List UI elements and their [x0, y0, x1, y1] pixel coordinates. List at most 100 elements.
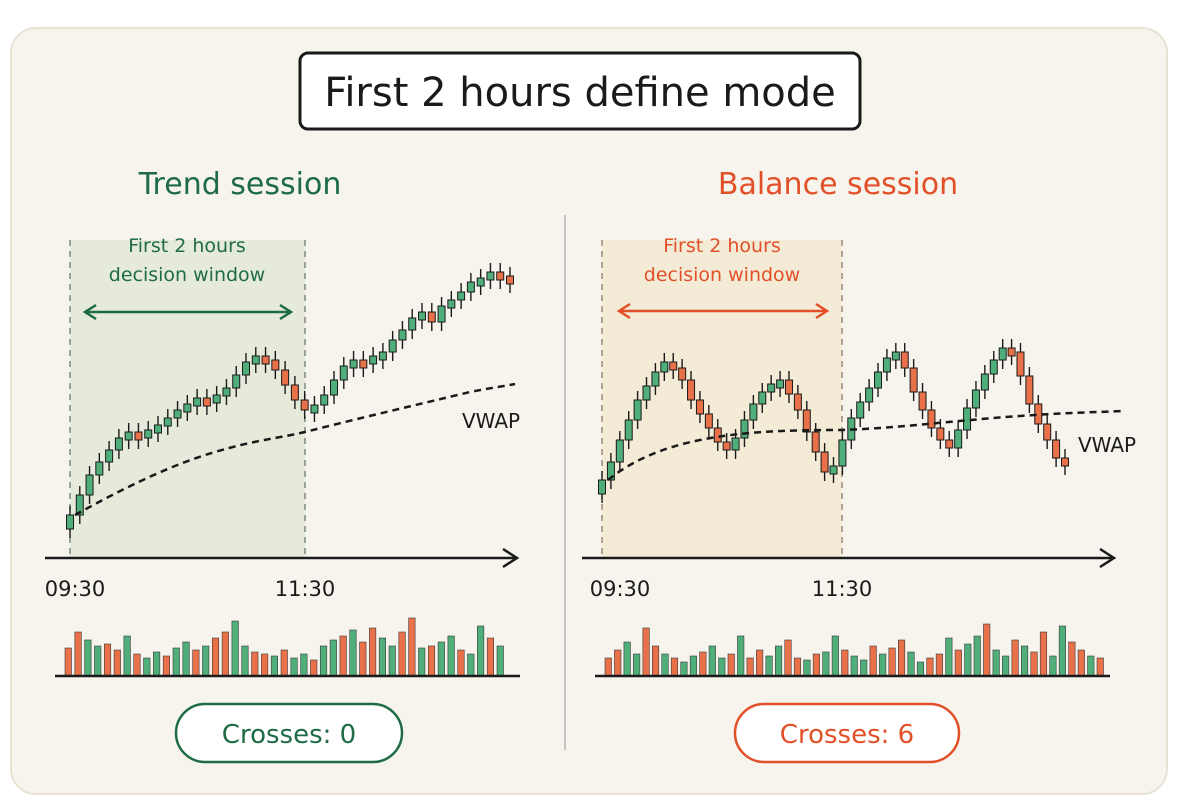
volume-bar — [652, 645, 660, 677]
candle — [660, 353, 669, 381]
volume-bar — [1058, 625, 1066, 677]
candle — [1007, 339, 1016, 365]
volume-bar — [369, 627, 377, 677]
volume-bar — [1068, 641, 1076, 677]
volume-bar — [182, 641, 190, 677]
candle — [642, 377, 651, 409]
candle — [173, 401, 182, 427]
candle — [496, 263, 505, 289]
volume-bars-trend — [64, 617, 504, 677]
volume-bar — [793, 657, 802, 677]
page-title: First 2 hours define mode — [324, 70, 836, 116]
candle — [704, 405, 713, 437]
volume-bar — [1049, 655, 1057, 677]
volume-bar — [300, 653, 308, 677]
volume-bar — [1096, 657, 1104, 677]
volume-bar — [992, 649, 1000, 677]
volume-bar — [143, 657, 151, 677]
decision-window-shade — [602, 240, 842, 558]
candle — [251, 347, 260, 373]
candle — [829, 457, 838, 483]
candle — [310, 396, 319, 422]
candle — [633, 391, 642, 429]
volume-bar — [623, 641, 631, 677]
vwap-line — [74, 382, 516, 517]
volume-bar — [1087, 655, 1095, 677]
candle — [802, 401, 811, 441]
volume-bar — [192, 649, 200, 677]
volume-bar — [689, 655, 697, 677]
volume-bar — [614, 649, 622, 677]
volume-bar — [945, 637, 953, 677]
candle — [624, 411, 633, 449]
candle — [408, 309, 417, 339]
candle — [980, 365, 989, 399]
candle — [838, 431, 847, 475]
volume-bar — [756, 649, 764, 677]
candle — [954, 421, 963, 457]
volume-bar — [888, 647, 896, 677]
candle — [856, 393, 865, 427]
volume-bar — [408, 617, 416, 677]
volume-bar — [319, 645, 328, 677]
end-time-label: 11:30 — [275, 577, 336, 601]
window-double-arrow — [616, 302, 830, 320]
candle — [669, 353, 678, 379]
volume-bar — [718, 657, 726, 677]
candle — [154, 416, 162, 442]
candle — [300, 391, 309, 419]
volume-bar — [850, 655, 858, 677]
volume-bars-balance — [604, 623, 1104, 677]
volume-bar — [231, 620, 239, 677]
volume-bar — [954, 649, 962, 677]
volume-bar — [477, 625, 485, 677]
candle — [75, 486, 84, 524]
candle — [874, 363, 883, 397]
candle — [1016, 343, 1025, 385]
window-label-line2: decision window — [644, 264, 800, 286]
candle — [784, 371, 793, 403]
volume-bar — [123, 635, 131, 677]
candle — [865, 379, 874, 411]
volume-bar — [427, 645, 436, 677]
volume-bar — [241, 645, 249, 677]
candle — [820, 443, 829, 481]
candle — [85, 466, 94, 504]
candle — [95, 453, 104, 484]
candle — [749, 395, 758, 429]
volume-bar — [841, 649, 849, 677]
candle — [330, 371, 338, 404]
candle — [222, 379, 231, 405]
volume-bar — [983, 623, 991, 677]
candle — [359, 351, 368, 377]
volume-bar — [926, 657, 934, 677]
volume-bar — [765, 655, 773, 677]
volume-bar — [775, 645, 783, 677]
volume-bar — [708, 645, 716, 677]
candle — [242, 353, 250, 384]
candle — [378, 343, 387, 369]
candle — [722, 433, 731, 459]
candle — [971, 381, 980, 417]
candle — [193, 389, 202, 415]
candle — [232, 366, 241, 397]
volume-bar — [153, 651, 161, 677]
volume-bar — [661, 653, 669, 677]
volume-bar — [486, 637, 494, 677]
volume-bar — [746, 657, 754, 677]
candle — [124, 423, 133, 449]
crosses-badge — [733, 702, 961, 764]
volume-bar — [221, 631, 229, 677]
window-label-line1: First 2 hours — [128, 235, 246, 257]
volume-bar — [1021, 645, 1029, 677]
volume-bar — [812, 653, 820, 677]
candle — [339, 357, 348, 389]
volume-bar — [1077, 649, 1085, 677]
candle — [678, 359, 687, 389]
volume-bar — [447, 635, 455, 677]
candle — [1052, 431, 1061, 467]
volume-bar — [1002, 655, 1010, 677]
candle — [1025, 367, 1034, 413]
candle — [66, 506, 74, 538]
candle — [261, 347, 270, 373]
